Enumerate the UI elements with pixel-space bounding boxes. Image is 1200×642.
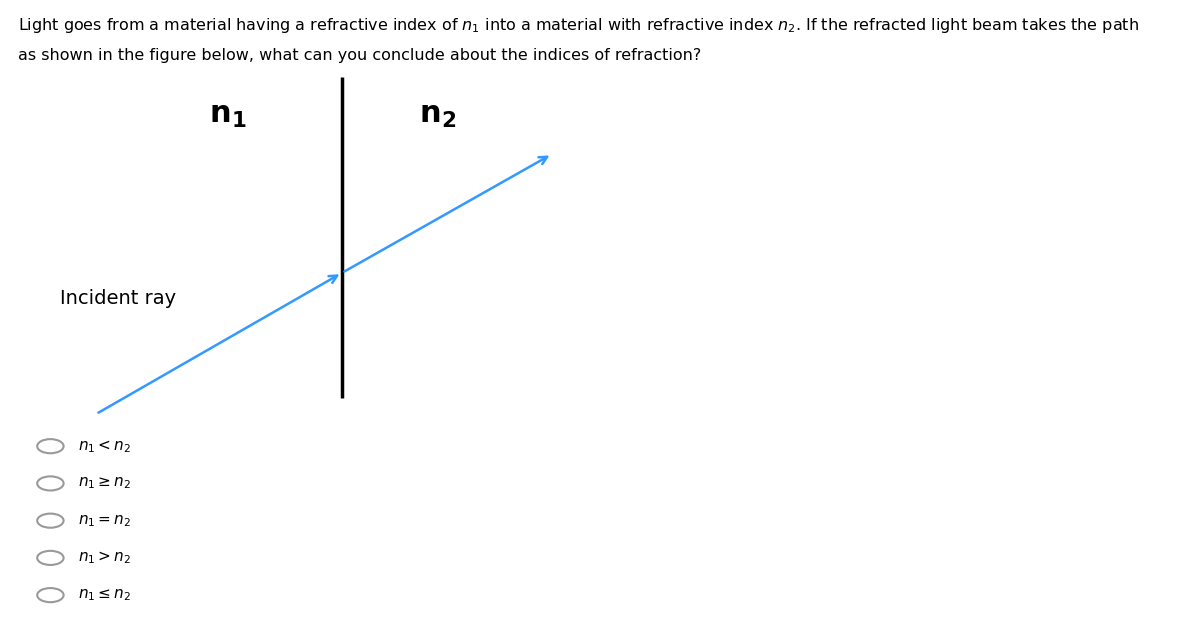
Text: $\mathbf{n_1}$: $\mathbf{n_1}$ (209, 101, 247, 130)
Text: Light goes from a material having a refractive index of $n_1$ into a material wi: Light goes from a material having a refr… (18, 16, 1139, 35)
Text: $\mathbf{n_2}$: $\mathbf{n_2}$ (420, 101, 456, 130)
Text: $n_1 < n_2$: $n_1 < n_2$ (78, 438, 131, 455)
Text: as shown in the figure below, what can you conclude about the indices of refract: as shown in the figure below, what can y… (18, 48, 701, 63)
Text: Incident ray: Incident ray (60, 289, 176, 308)
Text: $n_1 > n_2$: $n_1 > n_2$ (78, 550, 131, 566)
Text: $n_1 \geq n_2$: $n_1 \geq n_2$ (78, 476, 131, 491)
Text: $n_1 \leq n_2$: $n_1 \leq n_2$ (78, 587, 131, 603)
Text: $n_1 = n_2$: $n_1 = n_2$ (78, 513, 131, 528)
